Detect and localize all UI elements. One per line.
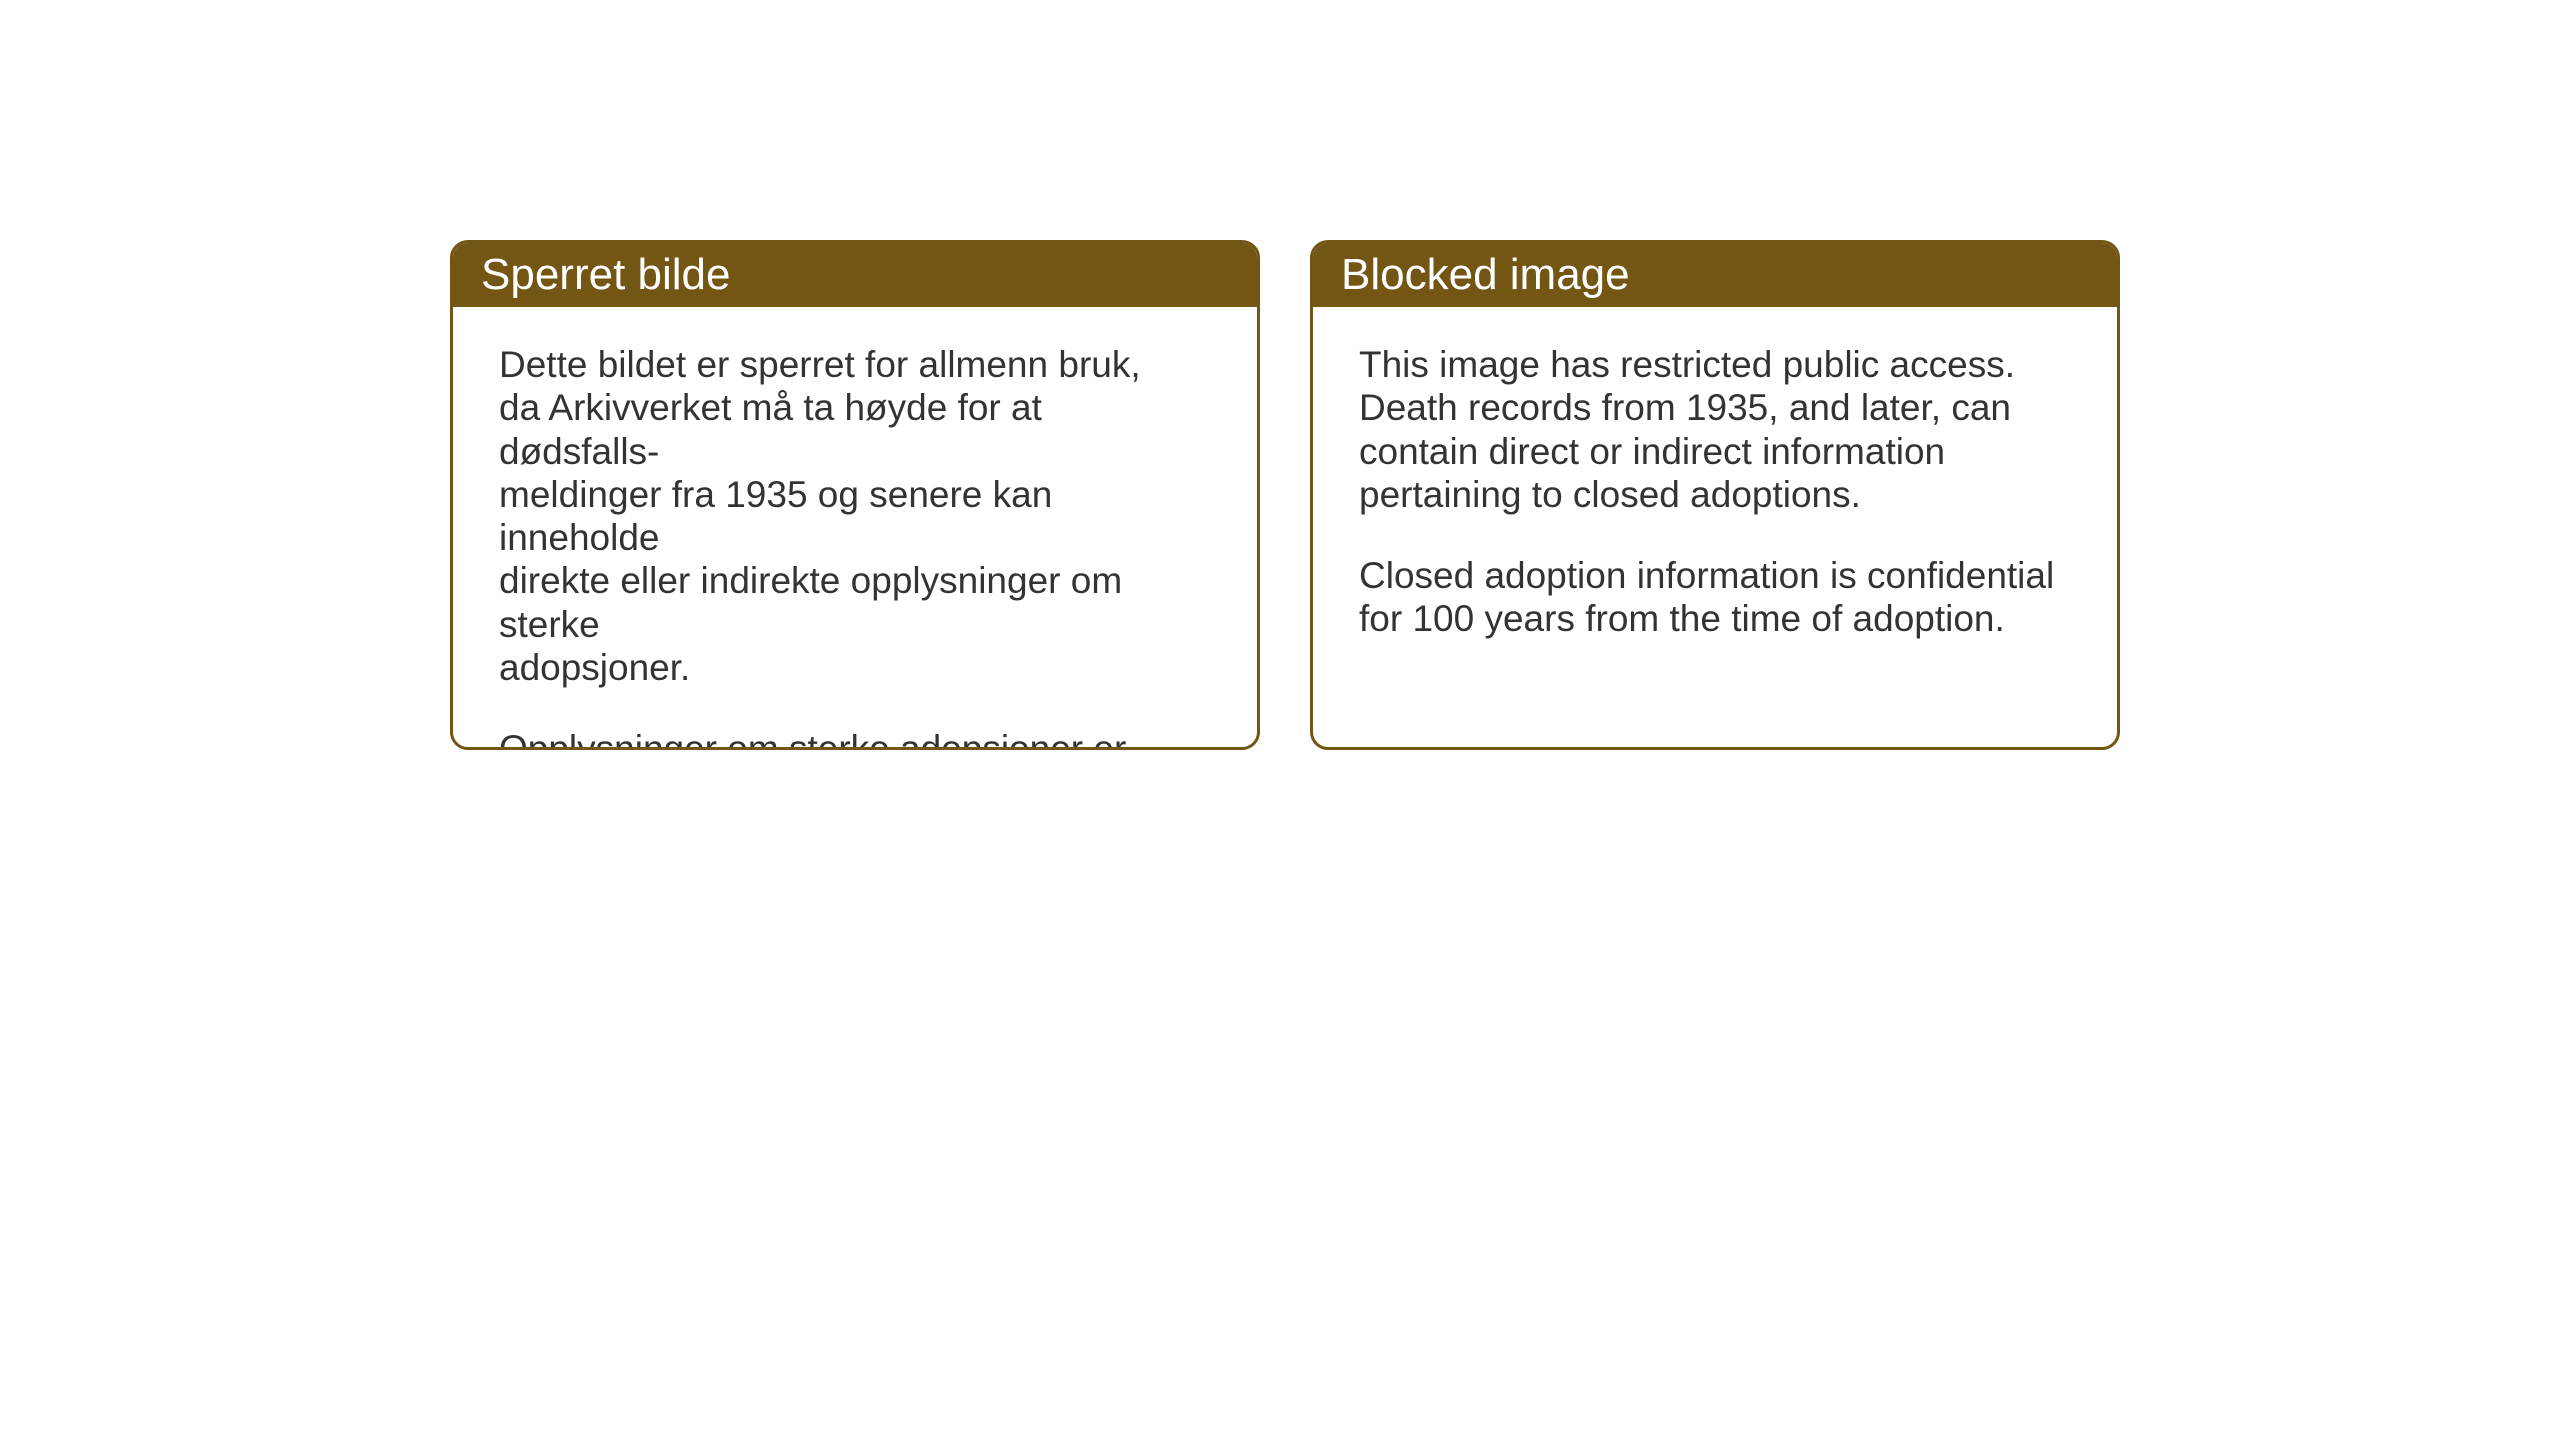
card-header-english: Blocked image bbox=[1313, 243, 2117, 307]
card-body-norwegian: Dette bildet er sperret for allmenn bruk… bbox=[453, 307, 1257, 750]
card-body-english: This image has restricted public access.… bbox=[1313, 307, 2117, 677]
card-header-norwegian: Sperret bilde bbox=[453, 243, 1257, 307]
card-paragraph1-norwegian: Dette bildet er sperret for allmenn bruk… bbox=[499, 343, 1211, 689]
cards-container: Sperret bilde Dette bildet er sperret fo… bbox=[450, 240, 2120, 750]
card-paragraph1-english: This image has restricted public access.… bbox=[1359, 343, 2071, 516]
card-english: Blocked image This image has restricted … bbox=[1310, 240, 2120, 750]
card-norwegian: Sperret bilde Dette bildet er sperret fo… bbox=[450, 240, 1260, 750]
card-paragraph2-english: Closed adoption information is confident… bbox=[1359, 554, 2071, 641]
card-paragraph2-norwegian: Opplysninger om sterke adopsjoner er tau… bbox=[499, 727, 1211, 750]
card-title-english: Blocked image bbox=[1341, 250, 1630, 299]
card-title-norwegian: Sperret bilde bbox=[481, 250, 730, 299]
